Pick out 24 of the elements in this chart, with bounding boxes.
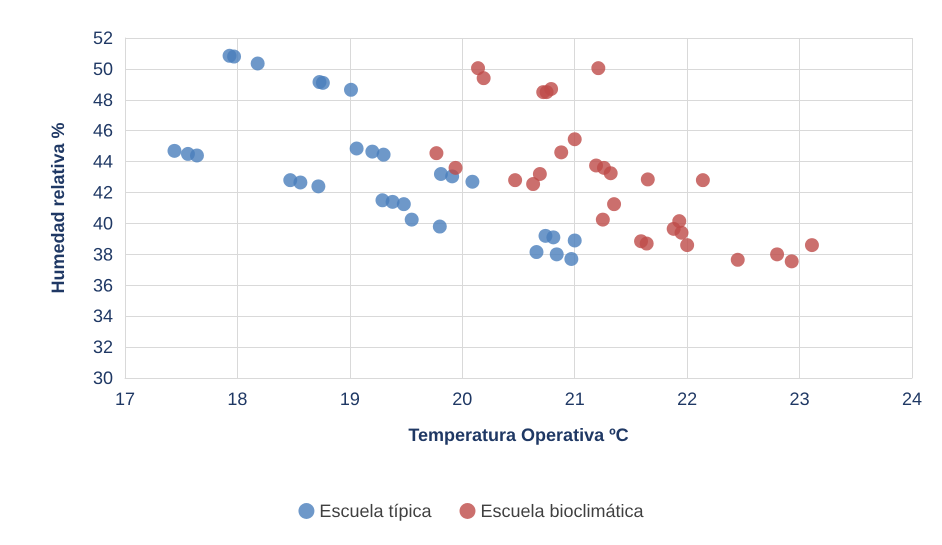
y-tick-label: 44 (92, 152, 113, 172)
x-tick-label: 21 (564, 389, 585, 409)
x-tick-label: 17 (114, 389, 136, 409)
legend-label: Escuela bioclimática (480, 501, 645, 521)
y-tick-label: 52 (92, 28, 113, 48)
x-tick-label: 19 (340, 389, 360, 409)
y-tick-label: 50 (92, 58, 113, 79)
y-tick-label: 30 (92, 368, 113, 388)
y-tick-label: 36 (92, 275, 113, 296)
y-tick-label: 48 (92, 90, 113, 110)
y-tick-label: 34 (92, 306, 113, 326)
y-tick-label: 38 (92, 244, 113, 264)
x-tick-label: 18 (227, 389, 248, 409)
legend-label: Escuela típica (319, 501, 432, 521)
x-tick-label: 20 (452, 389, 472, 409)
x-axis-title: Temperatura Operativa ºC (408, 425, 629, 445)
x-tick-label: 24 (902, 389, 922, 409)
y-axis-title: Humedad relativa % (48, 122, 68, 294)
y-tick-label: 40 (92, 213, 113, 234)
x-tick-label: 23 (790, 389, 810, 409)
x-tick-label: 22 (677, 389, 698, 409)
y-tick-label: 46 (92, 120, 113, 141)
y-tick-label: 42 (92, 182, 113, 203)
y-tick-label: 32 (92, 337, 113, 358)
